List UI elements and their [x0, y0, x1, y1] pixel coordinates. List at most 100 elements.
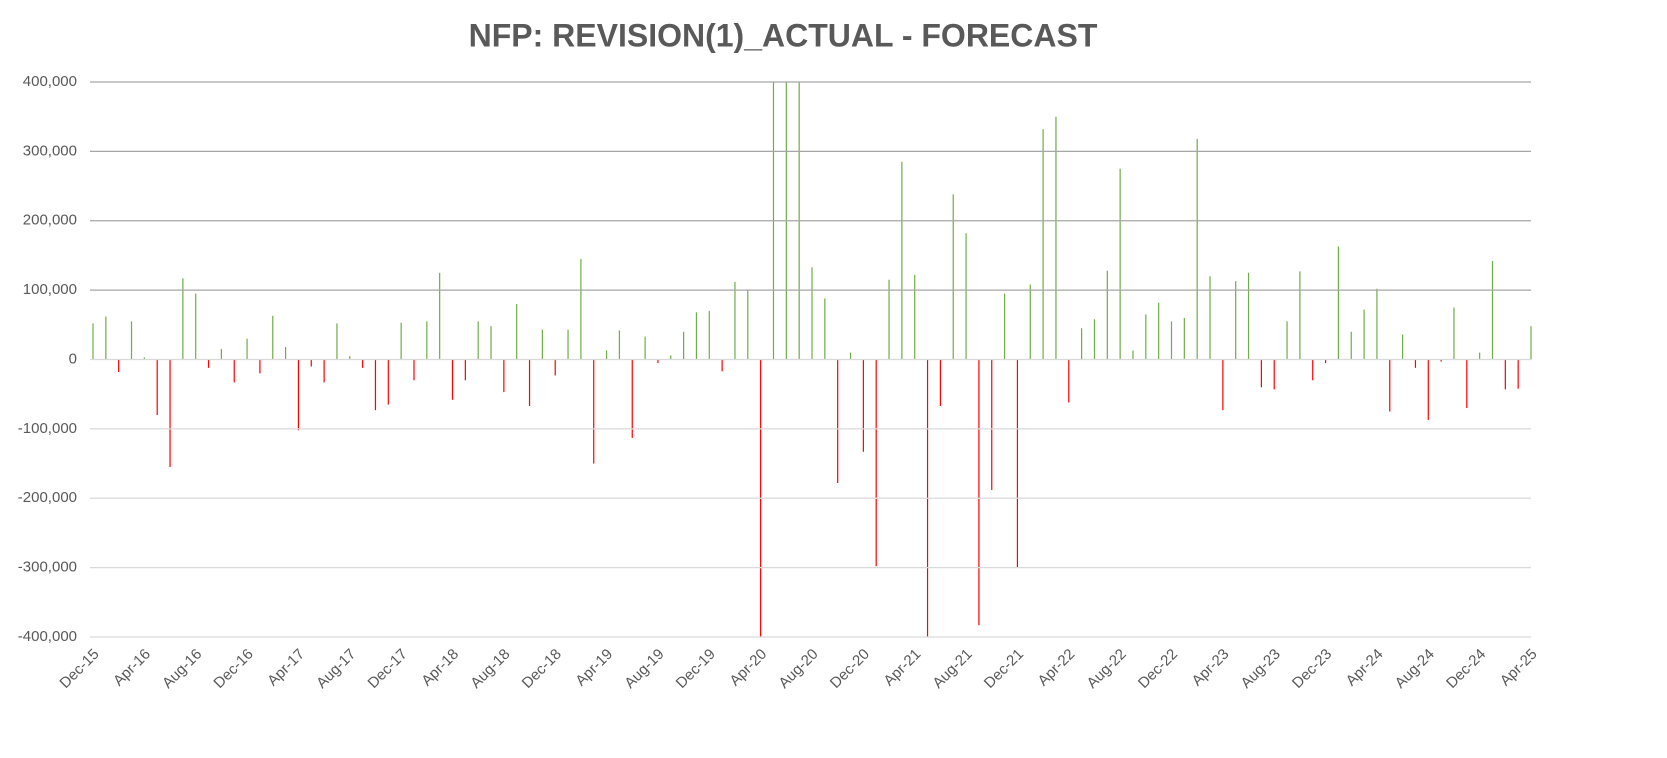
- bar: [734, 281, 736, 360]
- bar: [1299, 271, 1301, 360]
- bar: [1068, 359, 1070, 403]
- bar: [1132, 350, 1134, 360]
- x-tick-label: Dec-20: [827, 646, 873, 692]
- y-tick-label: 0: [69, 350, 77, 367]
- bar: [1337, 246, 1340, 360]
- bar: [195, 293, 197, 360]
- x-tick-label: Apr-24: [1343, 646, 1387, 690]
- x-tick-label: Dec-21: [981, 646, 1027, 692]
- bar: [991, 359, 993, 490]
- chart-title: NFP: REVISION(1)_ACTUAL - FORECAST: [469, 17, 1098, 53]
- bar: [554, 359, 556, 376]
- bar: [1106, 270, 1108, 360]
- bar: [426, 321, 428, 360]
- bar: [1363, 309, 1365, 360]
- bar: [169, 359, 171, 468]
- bar: [464, 359, 466, 381]
- x-tick-label: Apr-21: [880, 646, 924, 690]
- bar: [1260, 359, 1262, 388]
- bar: [105, 316, 107, 360]
- bar: [1479, 352, 1481, 360]
- x-tick-label: Apr-25: [1497, 646, 1541, 690]
- bar: [1235, 281, 1237, 360]
- bar: [1158, 302, 1160, 360]
- bar: [631, 359, 633, 438]
- bar: [1324, 359, 1327, 363]
- bar: [182, 278, 184, 360]
- bar: [1003, 293, 1006, 360]
- y-tick-label: -200,000: [18, 489, 77, 506]
- bar: [297, 359, 300, 431]
- bar: [1183, 317, 1185, 360]
- bar: [1247, 272, 1250, 360]
- bar: [1504, 359, 1506, 390]
- bar: [439, 272, 441, 360]
- x-tick-label: Aug-20: [775, 646, 821, 692]
- bar: [914, 274, 916, 360]
- bar: [528, 359, 531, 406]
- bar: [824, 298, 826, 360]
- bar: [1055, 116, 1057, 360]
- bar: [1466, 359, 1468, 409]
- bar: [965, 233, 967, 360]
- bar: [593, 359, 595, 464]
- bar: [118, 359, 120, 372]
- bar: [349, 356, 351, 360]
- y-tick-label: 100,000: [23, 281, 77, 298]
- bar: [1530, 326, 1532, 360]
- bar: [503, 359, 505, 393]
- bar: [811, 267, 813, 360]
- bar: [1491, 260, 1494, 360]
- bar: [1440, 359, 1442, 362]
- x-tick-label: Apr-23: [1189, 646, 1233, 690]
- bar: [362, 359, 364, 368]
- bar: [888, 279, 890, 360]
- bar: [1517, 359, 1519, 389]
- bar: [92, 323, 94, 360]
- bar: [1209, 276, 1211, 360]
- bar: [220, 349, 222, 360]
- x-tick-label: Aug-16: [159, 646, 205, 692]
- y-tick-label: -400,000: [18, 628, 77, 645]
- bar: [1414, 359, 1417, 368]
- bar: [516, 304, 518, 360]
- bar: [670, 355, 672, 360]
- bar: [1042, 129, 1044, 360]
- bar: [978, 359, 980, 626]
- x-tick-label: Aug-21: [929, 646, 975, 692]
- bar: [580, 258, 582, 360]
- bar: [130, 321, 133, 360]
- bar: [1286, 321, 1288, 360]
- bar: [1312, 359, 1314, 381]
- bar: [939, 359, 941, 406]
- x-tick-label: Dec-22: [1135, 646, 1181, 692]
- x-tick-label: Aug-19: [621, 646, 667, 692]
- x-tick-label: Dec-18: [519, 646, 565, 692]
- bar: [1170, 321, 1173, 360]
- y-tick-label: 300,000: [23, 142, 77, 159]
- bar: [1427, 359, 1429, 420]
- bar: [284, 347, 287, 360]
- bar: [374, 359, 377, 411]
- bar: [1389, 359, 1391, 412]
- bar: [1093, 319, 1096, 360]
- bar: [207, 359, 210, 368]
- bar: [451, 359, 454, 400]
- x-tick-label: Aug-23: [1238, 646, 1284, 692]
- bar: [862, 359, 864, 452]
- x-tick-label: Apr-16: [110, 646, 154, 690]
- x-tick-label: Aug-24: [1392, 646, 1438, 692]
- bar: [1016, 359, 1019, 568]
- bar: [567, 329, 569, 360]
- bar: [1350, 331, 1352, 360]
- x-tick-label: Apr-22: [1035, 646, 1079, 690]
- x-tick-label: Aug-18: [467, 646, 513, 692]
- bar: [1119, 168, 1121, 360]
- x-tick-label: Dec-16: [210, 646, 256, 692]
- x-tick-label: Aug-17: [313, 646, 359, 692]
- bar: [901, 161, 903, 360]
- bar: [387, 359, 389, 405]
- bar: [259, 359, 261, 374]
- bar: [1376, 288, 1378, 360]
